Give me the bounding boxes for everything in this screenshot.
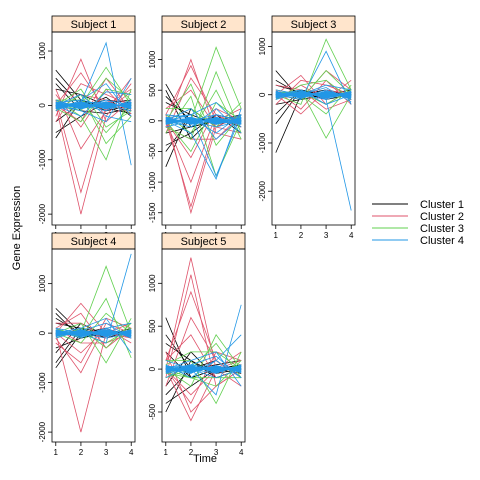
series-group-4 <box>55 253 132 433</box>
series-line <box>165 114 242 178</box>
series-line <box>165 366 242 370</box>
y-tick-label: 1000 <box>258 37 267 55</box>
y-tick-label: 1000 <box>148 50 157 68</box>
strip-label-1: Subject 1 <box>71 19 117 31</box>
series-line <box>55 331 132 335</box>
series-line <box>55 88 132 194</box>
series-line <box>275 90 352 99</box>
series-line <box>55 318 132 364</box>
series-line <box>55 77 132 123</box>
panel-frame-4 <box>51 248 136 443</box>
y-tick-label: -500 <box>148 403 157 420</box>
series-group-3 <box>275 38 352 211</box>
series-line <box>275 89 352 115</box>
y-tick-label: 1000 <box>38 274 47 292</box>
series-line <box>165 70 242 140</box>
x-tick-label: 2 <box>299 231 304 240</box>
x-tick-label: 2 <box>79 448 84 457</box>
series-group-1 <box>55 41 132 215</box>
y-tick-label: -1000 <box>258 132 267 153</box>
series-line <box>165 355 242 379</box>
series-line <box>165 257 242 370</box>
series-line <box>55 93 132 145</box>
series-line <box>55 99 132 109</box>
series-line <box>55 329 132 338</box>
x-tick-label: 1 <box>274 231 279 240</box>
x-tick-label: 1 <box>54 448 59 457</box>
y-tick-label: 0 <box>38 330 47 335</box>
y-tick-label: 500 <box>148 319 157 333</box>
x-tick-label: 2 <box>189 448 194 457</box>
y-tick-label: -2000 <box>38 421 47 442</box>
series-line <box>165 351 242 370</box>
legend-label: Cluster 2 <box>420 211 464 223</box>
x-tick-label: 3 <box>104 448 109 457</box>
y-tick-label: -1000 <box>38 372 47 393</box>
x-tick-label: 4 <box>349 231 354 240</box>
panel-3: Subject 3 -2000 -1000 0 1000 1 2 3 4 <box>258 15 356 240</box>
series-line <box>165 46 242 122</box>
panel-frame-2 <box>161 31 246 226</box>
series-line <box>165 373 242 379</box>
y-axis-title: Gene Expression <box>11 186 23 270</box>
series-line <box>165 108 242 180</box>
strip-label-5: Subject 5 <box>181 236 227 248</box>
y-tick-label: -2000 <box>258 180 267 201</box>
series-line <box>55 58 132 123</box>
series-line <box>275 38 352 105</box>
series-group-2 <box>165 46 242 215</box>
x-tick-label: 3 <box>324 231 329 240</box>
series-line <box>165 364 242 374</box>
y-tick-label: 0 <box>148 366 157 371</box>
strip-label-2: Subject 2 <box>181 19 227 31</box>
series-line <box>55 88 132 150</box>
y-tick-label: -500 <box>148 143 157 160</box>
panel-5: Subject 5 -500 0 500 1000 1 2 3 4 <box>148 232 246 457</box>
legend-label: Cluster 1 <box>420 199 464 211</box>
strip-label-3: Subject 3 <box>291 19 337 31</box>
y-tick-label: -1000 <box>148 171 157 192</box>
series-line <box>165 114 242 134</box>
y-tick-label: 0 <box>258 92 267 97</box>
legend-label: Cluster 3 <box>420 223 464 235</box>
x-tick-label: 3 <box>214 448 219 457</box>
strip-label-4: Subject 4 <box>71 236 117 248</box>
y-tick-label: 0 <box>148 118 157 123</box>
x-tick-label: 4 <box>129 448 134 457</box>
panel-4: Subject 4 -2000 -1000 0 1000 1 2 3 4 <box>38 232 136 457</box>
series-line <box>275 50 352 105</box>
series-line <box>55 83 132 117</box>
series-line <box>165 83 242 147</box>
x-tick-label: 1 <box>164 448 169 457</box>
panel-frame-1 <box>51 31 136 226</box>
x-axis-title: Time <box>193 453 217 465</box>
panel-frame-3 <box>271 31 356 226</box>
x-tick-label: 4 <box>239 448 244 457</box>
y-tick-label: 0 <box>38 103 47 108</box>
y-tick-label: 1000 <box>148 274 157 292</box>
series-line <box>55 312 132 344</box>
series-line <box>275 84 352 110</box>
y-tick-label: -1500 <box>148 202 157 223</box>
series-line <box>165 108 242 140</box>
y-tick-label: 500 <box>148 83 157 97</box>
series-group-5 <box>165 257 242 422</box>
legend-label: Cluster 4 <box>420 235 464 247</box>
panel-frame-5 <box>161 248 246 443</box>
y-tick-label: -1000 <box>38 149 47 170</box>
y-tick-label: -2000 <box>38 203 47 224</box>
series-line <box>165 116 242 125</box>
y-tick-label: 1000 <box>38 42 47 60</box>
series-line <box>165 101 242 153</box>
series-line <box>55 101 132 110</box>
series-line <box>165 118 242 124</box>
